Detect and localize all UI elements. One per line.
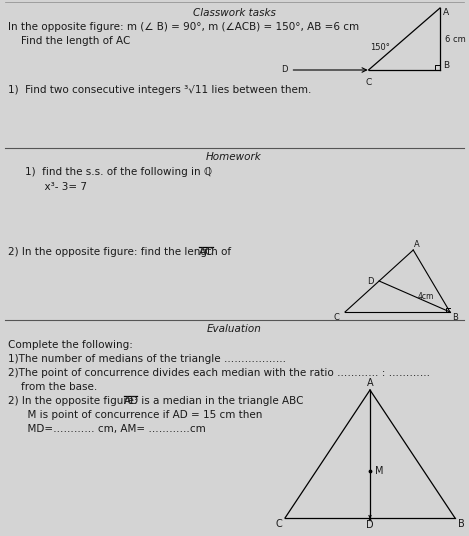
Text: 150°: 150° [371, 43, 390, 52]
Text: AC: AC [199, 247, 213, 257]
Text: A: A [443, 8, 449, 17]
Text: M: M [375, 466, 384, 475]
Text: B: B [458, 519, 465, 529]
Text: Evaluation: Evaluation [206, 324, 261, 334]
Text: 2)The point of concurrence divides each median with the ratio ………… : …………: 2)The point of concurrence divides each … [8, 368, 430, 378]
Text: B: B [443, 61, 449, 70]
Text: 6 cm: 6 cm [445, 34, 466, 43]
Text: In the opposite figure: m (∠ B) = 90°, m (∠ACB) = 150°, AB =6 cm: In the opposite figure: m (∠ B) = 90°, m… [8, 22, 359, 32]
Text: 1)  find the s.s. of the following in ℚ̇: 1) find the s.s. of the following in ℚ̇ [25, 167, 212, 177]
Text: x³- 3= 7: x³- 3= 7 [25, 182, 87, 192]
Text: C: C [365, 78, 371, 87]
Text: D: D [367, 277, 373, 286]
Text: 2) In the opposite figure: find the length of: 2) In the opposite figure: find the leng… [8, 247, 234, 257]
Text: Classwork tasks: Classwork tasks [193, 8, 275, 18]
Text: D: D [281, 64, 287, 73]
Text: A: A [414, 240, 420, 249]
Text: from the base.: from the base. [8, 382, 97, 392]
Text: is a median in the triangle ABC: is a median in the triangle ABC [138, 396, 304, 406]
Text: 4cm: 4cm [417, 292, 434, 301]
Text: MD=………… cm, AM= …………cm: MD=………… cm, AM= …………cm [8, 424, 206, 434]
Text: M is point of concurrence if AD = 15 cm then: M is point of concurrence if AD = 15 cm … [8, 410, 262, 420]
Text: Complete the following:: Complete the following: [8, 340, 133, 350]
Text: B: B [452, 313, 458, 322]
Text: 2) In the opposite figure:: 2) In the opposite figure: [8, 396, 144, 406]
Text: 1)The number of medians of the triangle ………………: 1)The number of medians of the triangle … [8, 354, 286, 364]
Text: Homework: Homework [206, 152, 262, 162]
Text: AD: AD [124, 396, 139, 406]
Text: A: A [367, 378, 373, 388]
Text: Find the length of AC: Find the length of AC [8, 36, 130, 46]
Text: C: C [333, 313, 339, 322]
Text: C: C [275, 519, 282, 529]
Text: 1)  Find two consecutive integers ³√11 lies between them.: 1) Find two consecutive integers ³√11 li… [8, 85, 311, 95]
Text: D: D [366, 520, 374, 530]
